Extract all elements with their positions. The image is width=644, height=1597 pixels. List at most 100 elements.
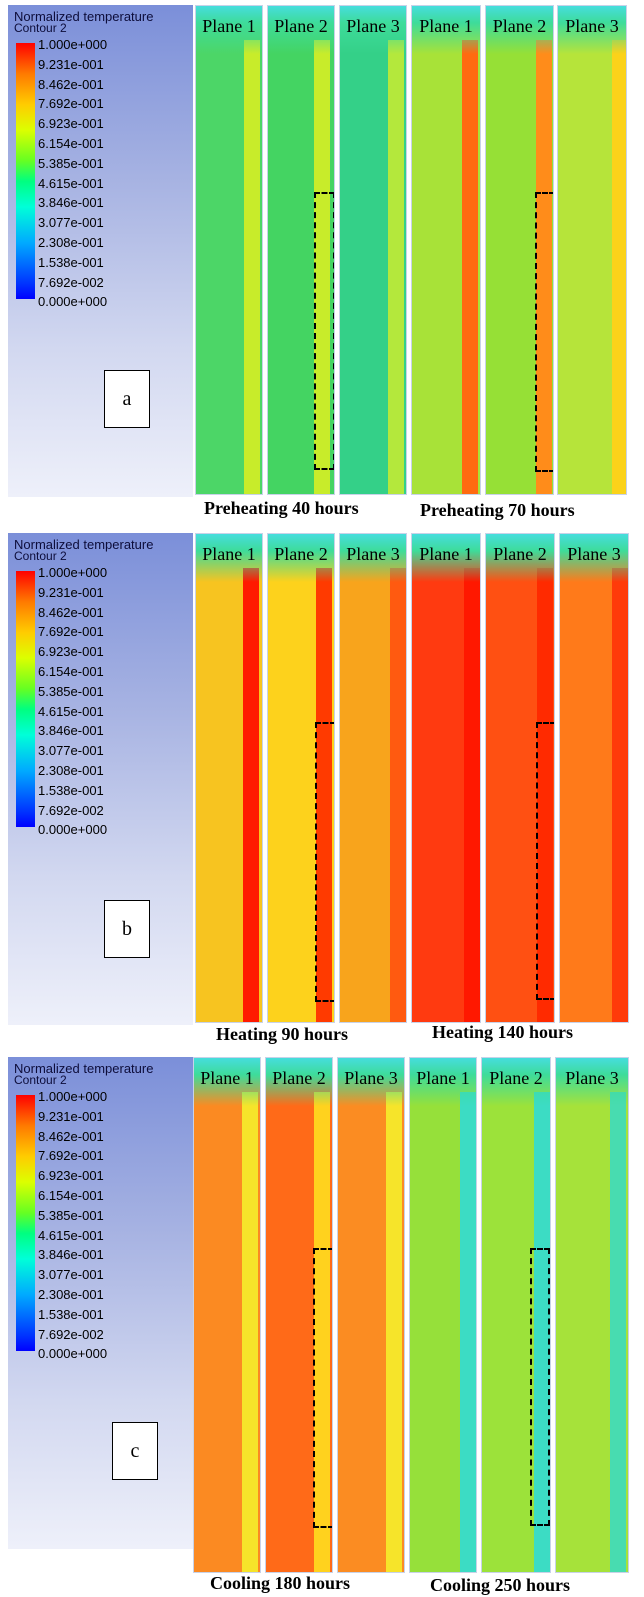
tick-label: 1.538e-001	[38, 782, 104, 798]
slot	[316, 596, 332, 612]
plane-label: Plane 1	[416, 1068, 470, 1088]
tick-label: 3.077e-001	[38, 1267, 104, 1283]
top-cap	[196, 6, 262, 54]
plane-label: Plane 2	[493, 544, 547, 564]
slot	[536, 164, 552, 180]
tick-label: 9.231e-001	[38, 584, 104, 600]
dashed-region	[535, 192, 553, 472]
legend-subtitle: Contour 2	[14, 1073, 67, 1087]
color-bar-ticks: 1.000e+000 9.231e-001 8.462e-001 7.692e-…	[38, 38, 168, 308]
tick-label: 8.462e-001	[38, 604, 104, 620]
tick-label: 5.385e-001	[38, 155, 104, 171]
tick-label: 1.538e-001	[38, 254, 104, 270]
color-bar	[16, 1095, 35, 1351]
slot	[314, 1152, 330, 1168]
color-bar	[16, 43, 35, 299]
color-bar-ticks: 1.000e+000 9.231e-001 8.462e-001 7.692e-…	[38, 1089, 168, 1360]
tick-label: 3.846e-001	[38, 195, 104, 211]
tick-label: 7.692e-001	[38, 624, 104, 640]
slot	[314, 1216, 330, 1232]
slot	[537, 660, 553, 676]
dashed-region	[530, 1248, 550, 1526]
legend-subtitle: Contour 2	[14, 549, 67, 563]
heater-strip	[386, 1092, 402, 1572]
top-cap	[486, 534, 554, 582]
slot	[316, 628, 332, 644]
tick-label: 1.538e-001	[38, 1306, 104, 1322]
top-cap	[268, 534, 334, 582]
legend-panel	[8, 533, 193, 1025]
contour-plane: Plane 2	[481, 1057, 551, 1573]
tick-label: 3.077e-001	[38, 743, 104, 759]
plane-label: Plane 2	[492, 16, 547, 36]
tick-label: 5.385e-001	[38, 683, 104, 699]
heater-strip	[390, 568, 406, 1022]
heater-strip	[612, 40, 626, 494]
contour-plane: Plane 2	[265, 1057, 333, 1573]
tick-label: 2.308e-001	[38, 763, 104, 778]
top-cap	[338, 1058, 404, 1106]
heater-strip	[536, 40, 552, 494]
slot	[536, 100, 552, 116]
contour-plane: Plane 3	[559, 533, 629, 1023]
tick-label: 3.846e-001	[38, 1247, 104, 1263]
contour-plane: Plane 1	[195, 5, 263, 495]
tick-label: 9.231e-001	[38, 1108, 104, 1124]
tick-label: 4.615e-001	[38, 1227, 104, 1243]
tick-label: 6.154e-001	[38, 664, 104, 679]
tick-label: 6.154e-001	[38, 136, 104, 151]
tick-label: 8.462e-001	[38, 76, 104, 92]
caption-left: Preheating 40 hours	[204, 498, 359, 518]
heater-strip	[534, 1092, 550, 1572]
top-cap	[412, 534, 480, 582]
tick-label: 1.000e+000	[38, 1089, 108, 1104]
tick-label: 8.462e-001	[38, 1128, 104, 1144]
plane-label: Plane 3	[565, 1068, 619, 1088]
contour-plane: Plane 3	[339, 5, 407, 495]
contour-plane: Plane 3	[337, 1057, 405, 1573]
top-cap	[560, 534, 628, 582]
color-bar	[16, 571, 35, 827]
dashed-region	[315, 722, 334, 1002]
plane-label: Plane 3	[346, 16, 400, 36]
plane-label: Plane 1	[200, 1068, 254, 1088]
slot	[534, 1120, 550, 1136]
slot	[314, 100, 330, 116]
slot	[314, 132, 330, 148]
tick-label: 6.923e-001	[38, 1168, 104, 1184]
plane-label: Plane 2	[274, 544, 328, 564]
plane-label: Plane 3	[565, 16, 619, 36]
dashed-region	[313, 1248, 332, 1528]
plane-label: Plane 1	[419, 16, 473, 36]
plane-label: Plane 3	[346, 544, 400, 564]
caption-left: Cooling 180 hours	[210, 1573, 351, 1593]
plane-label: Plane 2	[272, 1068, 326, 1088]
tick-label: 7.692e-001	[38, 96, 104, 112]
dashed-region	[314, 192, 334, 470]
dashed-region	[536, 722, 554, 1000]
caption-right: Heating 140 hours	[432, 1022, 574, 1042]
heater-strip	[462, 40, 478, 494]
contour-plane: Plane 2	[267, 533, 335, 1023]
slot	[534, 1184, 550, 1200]
heater-strip	[464, 568, 480, 1022]
top-cap	[410, 1058, 476, 1106]
legend-panel	[8, 5, 193, 497]
panel-tag: c	[112, 1422, 158, 1480]
contour-plane: Plane 1	[409, 1057, 477, 1573]
tick-label: 0.000e+000	[38, 294, 108, 310]
plane-label: Plane 3	[344, 1068, 398, 1088]
legend-panel	[8, 1057, 193, 1549]
plane-label: Plane 1	[202, 16, 256, 36]
tick-label: 6.923e-001	[38, 644, 104, 660]
slot	[534, 1216, 550, 1232]
contour-plane: Plane 3	[557, 5, 627, 495]
slot	[537, 692, 553, 708]
top-cap	[556, 1058, 628, 1106]
contour-plane: Plane 2	[485, 533, 555, 1023]
slot	[314, 1184, 330, 1200]
legend-title: Normalized temperature	[14, 1061, 154, 1076]
tick-label: 6.154e-001	[38, 1188, 104, 1203]
caption-right: Cooling 250 hours	[430, 1575, 571, 1595]
plane-label: Plane 2	[489, 1068, 543, 1088]
